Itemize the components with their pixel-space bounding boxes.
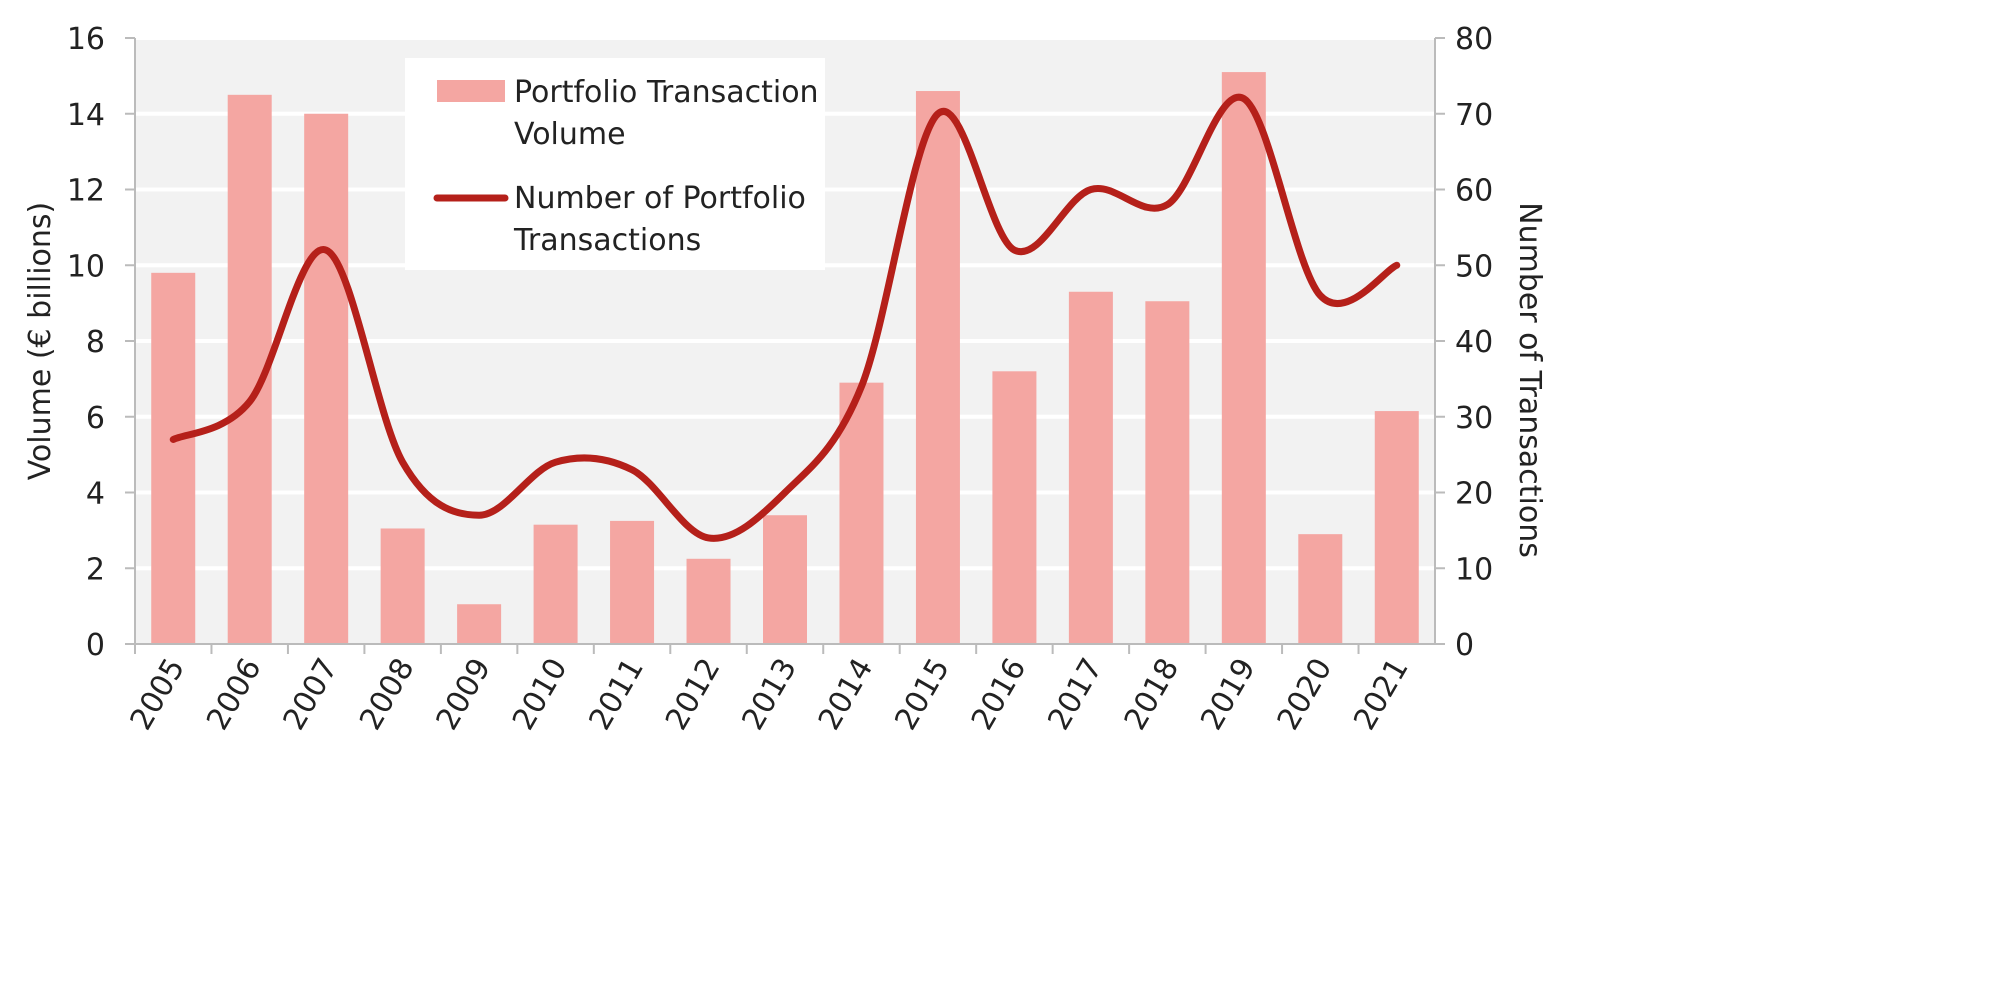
x-tick-label: 2017 [1041, 653, 1109, 737]
y-tick-label: 14 [67, 98, 105, 133]
y-tick-label: 8 [86, 325, 105, 360]
x-tick-label: 2008 [353, 653, 421, 737]
y2-tick-label: 70 [1455, 98, 1493, 133]
series-line-number-of-transactions [169, 93, 1401, 542]
x-tick-label: 2015 [888, 653, 956, 737]
y-tick-label: 0 [86, 628, 105, 663]
y-axis-label: Volume (€ billions) [23, 202, 58, 481]
bar-2014 [839, 382, 884, 644]
y-tick-label: 2 [86, 552, 105, 587]
x-tick-label: 2014 [812, 653, 880, 737]
bar-2013 [763, 515, 807, 644]
legend-label-count-2: Transactions [513, 223, 701, 258]
x-tick-label: 2013 [735, 653, 803, 737]
bar-2012 [686, 558, 731, 644]
legend-label-volume-1: Portfolio Transaction [514, 75, 819, 110]
y2-tick-label: 30 [1455, 401, 1493, 436]
y2-tick-label: 60 [1455, 174, 1493, 209]
legend-label-count-1: Number of Portfolio [514, 181, 806, 216]
x-tick-label: 2007 [277, 653, 345, 737]
bar-2018 [1145, 301, 1190, 644]
legend-label-volume-2: Volume [514, 117, 626, 152]
x-tick-label: 2010 [506, 653, 574, 737]
x-tick-label: 2005 [124, 653, 192, 737]
x-tick-label: 2009 [430, 653, 498, 737]
bar-2007 [304, 113, 349, 644]
y-tick-label: 6 [86, 401, 105, 436]
x-tick-label: 2016 [965, 653, 1033, 737]
x-tick-label: 2020 [1271, 653, 1339, 737]
y2-tick-label: 40 [1455, 325, 1493, 360]
bar-2020 [1298, 534, 1343, 644]
y-tick-label: 10 [67, 249, 105, 284]
bar-2015 [915, 91, 960, 644]
bar-2016 [992, 371, 1037, 644]
y2-axis-label: Number of Transactions [1512, 202, 1547, 558]
y2-tick-label: 10 [1455, 552, 1493, 587]
legend: Portfolio Transaction Volume Number of P… [405, 58, 825, 270]
x-tick-label: 2006 [200, 653, 268, 737]
bar-2009 [457, 604, 502, 644]
x-tick-label: 2011 [582, 653, 650, 737]
bar-2008 [380, 528, 425, 644]
x-tick-label: 2021 [1347, 653, 1415, 737]
x-tick-label: 2018 [1118, 653, 1186, 737]
x-tick-label: 2019 [1194, 653, 1262, 737]
y-tick-label: 4 [86, 477, 105, 512]
x-tick-label: 2012 [659, 653, 727, 737]
y-tick-label: 12 [67, 174, 105, 209]
bar-2019 [1221, 72, 1266, 644]
y2-tick-label: 20 [1455, 477, 1493, 512]
y2-tick-label: 50 [1455, 249, 1493, 284]
y2-tick-label: 80 [1455, 22, 1493, 57]
y-tick-label: 16 [67, 22, 105, 57]
bar-2005 [151, 272, 196, 644]
bar-2017 [1068, 291, 1113, 644]
y2-tick-label: 0 [1455, 628, 1474, 663]
bar-2021 [1374, 411, 1419, 644]
bar-2010 [533, 524, 578, 644]
legend-swatch-volume [437, 80, 505, 102]
bar-2011 [610, 520, 655, 644]
